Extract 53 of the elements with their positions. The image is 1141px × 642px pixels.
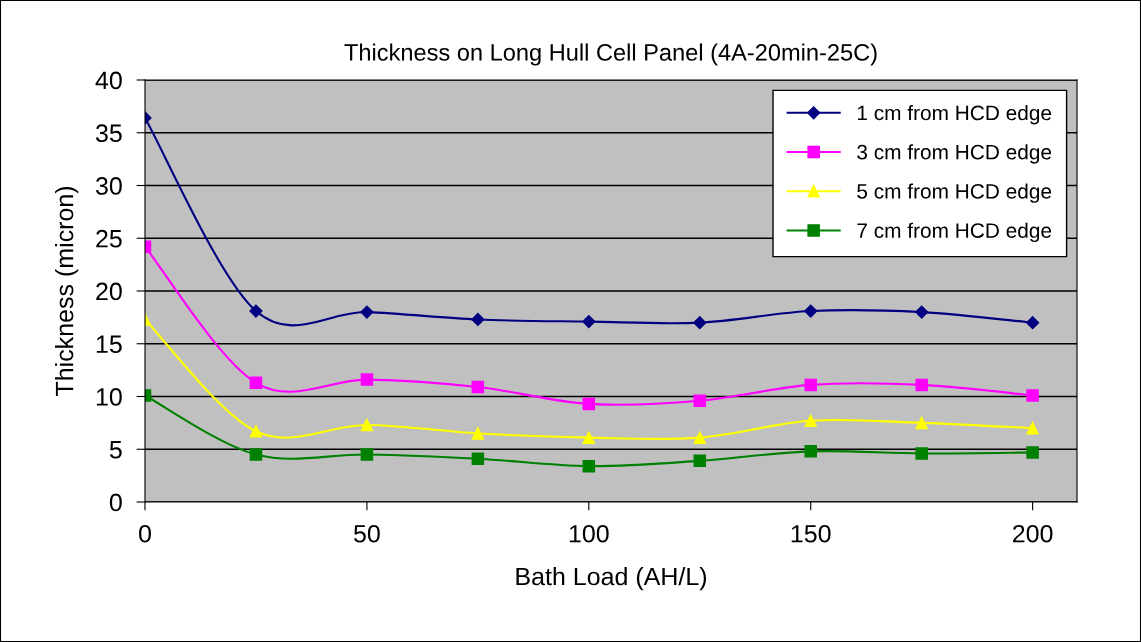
point	[360, 448, 374, 461]
point	[1026, 316, 1040, 330]
point	[804, 304, 818, 318]
point	[915, 378, 928, 392]
x-tick-label: 50	[354, 524, 380, 543]
point	[360, 418, 374, 432]
legend-label: 3 cm from HCD edge	[857, 144, 1052, 164]
point	[1026, 389, 1039, 402]
point	[693, 454, 707, 468]
point	[1026, 446, 1039, 459]
point	[582, 397, 596, 411]
point	[471, 452, 485, 465]
x-tick-label: 150	[791, 524, 831, 543]
point	[1026, 421, 1039, 435]
y-tick-label: 5	[109, 441, 122, 459]
y-axis-title: Thickness (micron)	[55, 186, 79, 396]
y-tick-label: 20	[96, 282, 122, 301]
point	[915, 447, 928, 460]
point	[693, 431, 707, 444]
legend-label: 5 cm from HCD edge	[857, 183, 1052, 203]
point	[693, 316, 707, 330]
y-tick-label: 40	[95, 71, 122, 90]
legend-label: 1 cm from HCD edge	[857, 105, 1052, 125]
x-tick-label: 0	[139, 524, 151, 543]
y-tick-label: 35	[95, 124, 122, 143]
point	[804, 378, 817, 392]
point	[471, 427, 485, 440]
point	[582, 315, 596, 329]
point	[471, 312, 485, 327]
x-tick-label: 200	[1013, 524, 1053, 543]
point	[249, 376, 263, 390]
point	[915, 305, 929, 319]
point	[249, 425, 263, 438]
point	[582, 459, 596, 473]
legend-label: 7 cm from HCD edge	[857, 222, 1052, 243]
y-tick-label: 25	[96, 229, 122, 248]
y-tick-label: 0	[109, 493, 122, 512]
x-axis-title: Bath Load (AH/L)	[516, 566, 707, 591]
point	[249, 304, 263, 318]
y-tick-label: 10	[96, 388, 122, 406]
point	[915, 416, 928, 430]
point	[804, 414, 817, 428]
point	[360, 305, 374, 319]
point	[804, 445, 817, 458]
point	[471, 380, 485, 394]
point	[249, 448, 263, 461]
point	[693, 394, 707, 407]
chart-title: Thickness on Long Hull Cell Panel (4A-20min-25C)	[344, 43, 877, 66]
point	[360, 373, 374, 386]
y-tick-label: 30	[95, 177, 122, 195]
point	[582, 431, 596, 444]
y-tick-label: 15	[96, 335, 122, 354]
x-tick-label: 100	[569, 524, 609, 543]
